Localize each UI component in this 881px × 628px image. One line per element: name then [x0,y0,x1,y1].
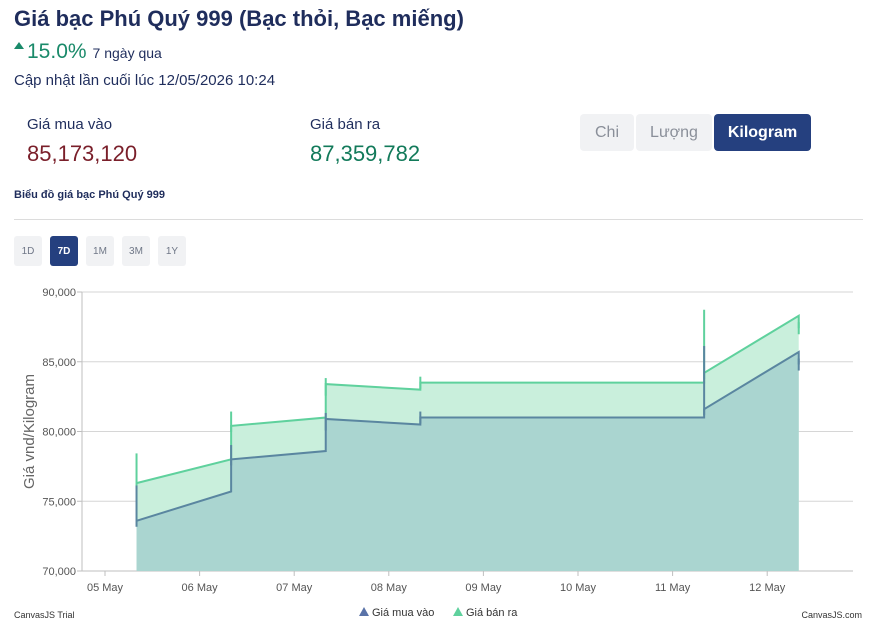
buy-price-label: Giá mua vào [27,116,113,133]
series-line-buy [136,350,800,522]
buy-price-block: Giá mua vào 85,173,120 [27,116,137,167]
y-tick-label: 90,000 [42,287,76,299]
range-button-7d[interactable]: 7D [50,236,78,266]
x-tick-label: 05 May [87,582,124,594]
x-tick-label: 07 May [276,582,313,594]
unit-button-chi[interactable]: Chi [580,114,634,151]
range-button-3m[interactable]: 3M [122,236,150,266]
price-change: 15.0% 7 ngày qua [14,40,162,64]
chart-credit-left: CanvasJS Trial [14,610,75,620]
range-selector: 1D 7D 1M 3M 1Y [14,236,186,266]
series-line-sell [136,313,800,485]
x-tick-label: 12 May [749,582,786,594]
unit-button-kilogram[interactable]: Kilogram [714,114,811,151]
area-fill-buy [136,351,799,571]
range-button-1y[interactable]: 1Y [158,236,186,266]
page-title: Giá bạc Phú Quý 999 (Bạc thỏi, Bạc miếng… [14,6,464,31]
x-tick-label: 11 May [655,582,691,594]
chart-credit-right[interactable]: CanvasJS.com [801,610,862,620]
range-button-1d[interactable]: 1D [14,236,42,266]
unit-selector: Chi Lượng Kilogram [580,114,811,151]
chart-section-title: Biểu đồ giá bạc Phú Quý 999 [14,189,165,201]
legend-marker-icon [359,607,369,616]
change-period: 7 ngày qua [92,45,162,61]
y-tick-label: 85,000 [42,357,76,369]
range-button-1m[interactable]: 1M [86,236,114,266]
sell-price-block: Giá bán ra 87,359,782 [310,116,420,167]
legend-marker-icon [453,607,463,616]
price-chart: 70,000 75,000 80,000 85,000 90,000 05 May 06 M… [21,287,853,619]
sell-price-value: 87,359,782 [310,141,421,166]
up-arrow-icon [14,42,24,49]
divider [14,219,863,220]
legend-label: Giá mua vào [372,607,434,619]
y-axis-title: Giá vnd/Kilogram [21,374,38,489]
unit-button-luong[interactable]: Lượng [636,114,712,151]
y-tick-label: 80,000 [42,427,76,439]
y-tick-label: 70,000 [42,566,76,578]
x-tick-label: 06 May [182,582,219,594]
change-percent: 15.0% [27,40,87,63]
x-tick-label: 09 May [465,582,502,594]
last-updated: Cập nhật lần cuối lúc 12/05/2026 10:24 [14,72,276,89]
x-tick-label: 08 May [371,582,408,594]
x-tick-label: 10 May [560,582,597,594]
buy-price-value: 85,173,120 [27,141,138,166]
sell-price-label: Giá bán ra [310,116,381,133]
legend-label: Giá bán ra [466,607,518,619]
y-tick-label: 75,000 [42,496,76,508]
